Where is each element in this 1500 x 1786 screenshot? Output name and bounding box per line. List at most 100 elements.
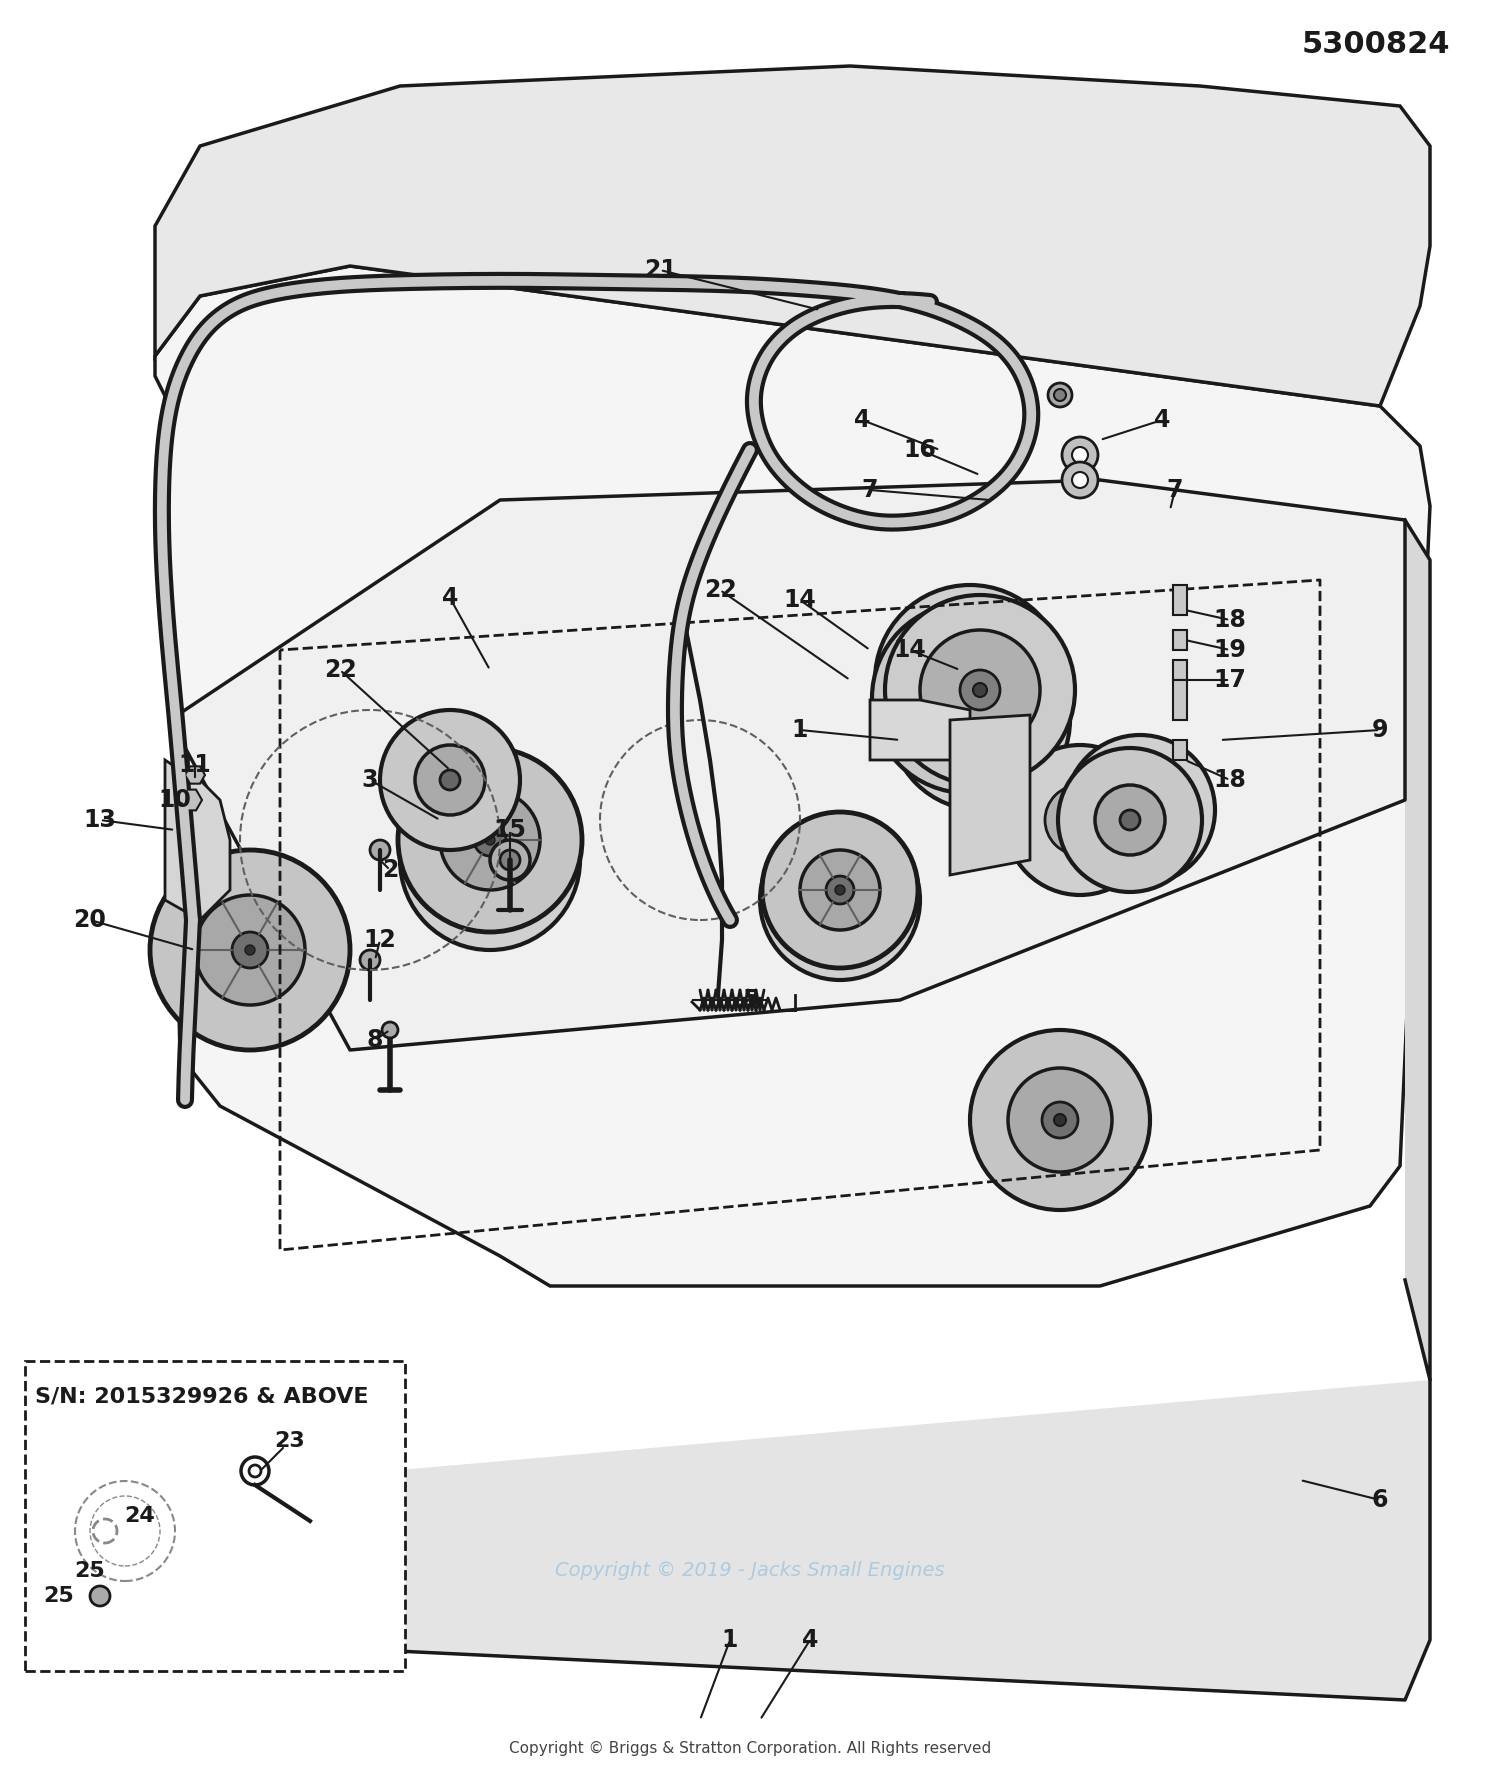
Text: 8: 8: [366, 1029, 384, 1052]
Circle shape: [154, 855, 345, 1045]
Circle shape: [958, 668, 982, 691]
Text: Copyright © Briggs & Stratton Corporation. All Rights reserved: Copyright © Briggs & Stratton Corporatio…: [509, 1741, 992, 1756]
Bar: [26, 1361, 405, 1672]
Polygon shape: [170, 480, 1406, 1050]
Text: 5: 5: [741, 988, 758, 1013]
Polygon shape: [184, 766, 206, 784]
Circle shape: [440, 770, 460, 789]
Text: 18: 18: [1214, 607, 1246, 632]
Text: 11: 11: [178, 754, 212, 777]
Text: 24: 24: [124, 1506, 156, 1525]
Circle shape: [802, 863, 877, 938]
Polygon shape: [154, 266, 1430, 1286]
Polygon shape: [1406, 520, 1429, 1381]
Circle shape: [1048, 382, 1072, 407]
Circle shape: [1054, 389, 1066, 402]
Bar: [1173, 630, 1186, 650]
Bar: [1173, 739, 1186, 761]
Text: 4: 4: [853, 407, 870, 432]
Circle shape: [970, 1031, 1150, 1209]
Circle shape: [920, 630, 1040, 750]
Text: 7: 7: [861, 479, 879, 502]
Circle shape: [484, 854, 496, 866]
Circle shape: [952, 684, 981, 713]
Text: 22: 22: [704, 579, 736, 602]
Circle shape: [938, 679, 1022, 763]
Circle shape: [1005, 745, 1155, 895]
Text: 13: 13: [84, 807, 117, 832]
Circle shape: [500, 850, 520, 870]
Circle shape: [827, 875, 854, 904]
Bar: [1173, 680, 1186, 720]
Text: 10: 10: [159, 788, 192, 813]
Circle shape: [244, 945, 256, 956]
Circle shape: [1128, 798, 1152, 822]
Text: 1: 1: [792, 718, 808, 741]
Circle shape: [836, 886, 844, 895]
Circle shape: [1062, 463, 1098, 498]
Polygon shape: [178, 789, 203, 811]
Text: 14: 14: [894, 638, 927, 663]
Bar: [1173, 586, 1186, 614]
Circle shape: [236, 936, 266, 964]
Circle shape: [974, 682, 987, 697]
Circle shape: [964, 705, 994, 736]
Circle shape: [400, 770, 580, 950]
Circle shape: [885, 595, 1076, 786]
Text: Copyright © 2019 - Jacks Small Engines: Copyright © 2019 - Jacks Small Engines: [555, 1561, 945, 1579]
Polygon shape: [154, 66, 1430, 405]
Circle shape: [1095, 786, 1166, 855]
Circle shape: [1042, 1102, 1078, 1138]
Text: 12: 12: [363, 929, 396, 952]
Text: 23: 23: [274, 1431, 306, 1450]
Circle shape: [1074, 814, 1086, 825]
Text: 3: 3: [362, 768, 378, 791]
Circle shape: [1062, 438, 1098, 473]
Circle shape: [800, 850, 880, 931]
Circle shape: [825, 886, 855, 914]
Circle shape: [874, 586, 1065, 775]
Text: 14: 14: [783, 588, 816, 613]
Circle shape: [834, 895, 846, 906]
Circle shape: [1072, 446, 1088, 463]
Text: 20: 20: [74, 907, 106, 932]
Text: 6: 6: [1371, 1488, 1389, 1513]
Circle shape: [370, 839, 390, 861]
Circle shape: [448, 818, 532, 902]
Circle shape: [1058, 748, 1202, 891]
Circle shape: [1106, 775, 1174, 845]
Text: 4: 4: [802, 1629, 818, 1652]
Text: 16: 16: [903, 438, 936, 463]
Circle shape: [474, 823, 506, 855]
Text: 9: 9: [1371, 718, 1389, 741]
Circle shape: [1065, 736, 1215, 886]
Text: 25: 25: [75, 1561, 105, 1581]
Circle shape: [382, 1022, 398, 1038]
Circle shape: [974, 714, 986, 725]
Circle shape: [1054, 1114, 1066, 1125]
Circle shape: [195, 895, 304, 1006]
Circle shape: [360, 950, 380, 970]
Circle shape: [416, 745, 484, 814]
Text: 15: 15: [494, 818, 526, 841]
Circle shape: [920, 630, 1020, 730]
Text: 19: 19: [1214, 638, 1246, 663]
Circle shape: [206, 906, 296, 995]
Circle shape: [490, 839, 530, 880]
Circle shape: [380, 711, 520, 850]
Circle shape: [232, 932, 268, 968]
Text: 1: 1: [722, 1629, 738, 1652]
Circle shape: [760, 820, 920, 981]
Circle shape: [476, 845, 506, 875]
Circle shape: [960, 670, 1000, 711]
Circle shape: [1065, 805, 1095, 836]
Text: 4: 4: [1154, 407, 1170, 432]
Text: S/N: 2015329926 & ABOVE: S/N: 2015329926 & ABOVE: [34, 1386, 369, 1406]
Circle shape: [1072, 472, 1088, 488]
Circle shape: [90, 1586, 110, 1606]
Circle shape: [440, 789, 540, 889]
Text: 18: 18: [1214, 768, 1246, 791]
Text: 2: 2: [382, 857, 398, 882]
Polygon shape: [165, 761, 230, 920]
Text: 7: 7: [1167, 479, 1184, 502]
